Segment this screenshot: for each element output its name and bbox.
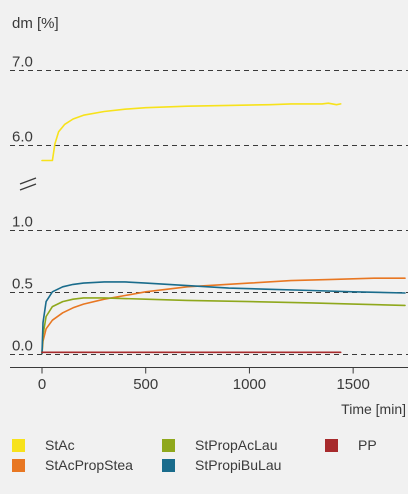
x-tick-label: 0 [38, 376, 46, 393]
legend-swatch [12, 439, 25, 452]
axis-break-mark [19, 183, 37, 191]
legend-label: StAc [45, 437, 75, 453]
series-line-stacpropstea [41, 277, 406, 355]
series-layer [41, 102, 406, 355]
series-line-stpropaclau [41, 297, 406, 355]
axis-break-mark [19, 177, 37, 185]
series-line-stac [41, 102, 342, 162]
legend-swatch [12, 459, 25, 472]
y-tick-label: 0.5 [12, 276, 33, 293]
legend-item-stpropibulau: StPropiBuLau [162, 457, 281, 473]
y-tick-label: 1.0 [12, 214, 33, 231]
series-line-stpropibulau [41, 281, 406, 355]
legend-item-stacpropstea: StAcPropStea [12, 457, 133, 473]
legend-label: PP [358, 437, 377, 453]
legend-label: StPropAcLau [195, 437, 278, 453]
legend-swatch [162, 459, 175, 472]
y-tick-label: 7.0 [12, 54, 33, 71]
grid-layer [10, 70, 408, 355]
legend: StAc StPropAcLau PP StAcPropStea StPropiBuLa… [12, 437, 377, 473]
y-tick-label: 6.0 [12, 129, 33, 146]
y-axis-label: dm [%] [12, 15, 59, 32]
x-tick-label: 1000 [233, 376, 266, 393]
legend-swatch [162, 439, 175, 452]
x-tick-label: 500 [133, 376, 158, 393]
y-tick-label: 0.0 [12, 338, 33, 355]
legend-swatch [325, 439, 338, 452]
axis-layer: 7.0 6.0 1.0 0.5 0.0 0 500 1000 1500 [10, 54, 408, 393]
x-axis-label: Time [min] [341, 401, 406, 417]
legend-label: StAcPropStea [45, 457, 133, 473]
legend-item-stpropaclau: StPropAcLau [162, 437, 278, 453]
legend-item-stac: StAc [12, 437, 75, 453]
x-tick-label: 1500 [336, 376, 369, 393]
legend-label: StPropiBuLau [195, 457, 281, 473]
legend-item-pp: PP [325, 437, 377, 453]
